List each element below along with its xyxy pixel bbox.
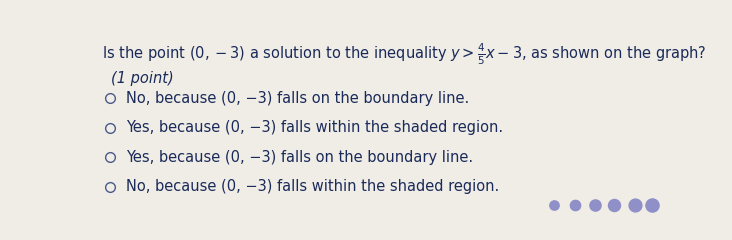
Text: No, because (0, −3) falls within the shaded region.: No, because (0, −3) falls within the sha… <box>126 179 498 194</box>
Point <box>548 203 560 207</box>
Point <box>569 203 580 207</box>
Text: (1 point): (1 point) <box>111 71 174 86</box>
Point <box>608 203 620 207</box>
Text: Is the point $(0, -3)$ a solution to the inequality $y > \frac{4}{5}x - 3$, as s: Is the point $(0, -3)$ a solution to the… <box>102 42 706 67</box>
Text: Yes, because (0, −3) falls within the shaded region.: Yes, because (0, −3) falls within the sh… <box>126 120 503 135</box>
Point <box>589 203 600 207</box>
Text: Yes, because (0, −3) falls on the boundary line.: Yes, because (0, −3) falls on the bounda… <box>126 150 473 165</box>
Text: No, because (0, −3) falls on the boundary line.: No, because (0, −3) falls on the boundar… <box>126 91 468 106</box>
Point <box>629 203 640 207</box>
Point <box>646 203 658 207</box>
